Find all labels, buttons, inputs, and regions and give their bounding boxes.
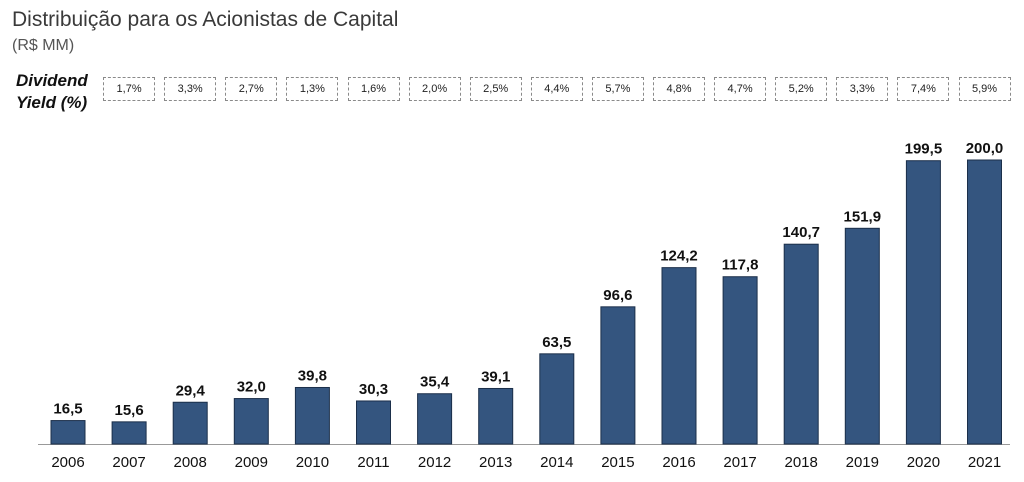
dividend-yield-label: Dividend Yield (%) — [16, 70, 88, 114]
dividend-yield-box: 1,3% — [286, 77, 339, 101]
bar-value-label: 15,6 — [114, 402, 143, 419]
bar-2014 — [539, 353, 575, 445]
bar-value-label: 63,5 — [542, 334, 571, 351]
bar-2017 — [722, 276, 758, 445]
bar-value-label: 96,6 — [603, 287, 632, 304]
bar-2008 — [172, 401, 208, 445]
dividend-yield-box: 4,4% — [530, 77, 583, 101]
dividend-yield-row: 1,7% 3,3% 2,7% 1,3% 1,6% 2,0% 2,5% 4,4% 5,7% 4,8%… — [0, 77, 1024, 103]
bar-2015 — [600, 306, 636, 445]
x-tick-label: 2015 — [601, 454, 634, 471]
dividend-yield-box: 5,2% — [775, 77, 828, 101]
bar-2016 — [661, 267, 697, 445]
dividend-yield-box: 3,3% — [164, 77, 217, 101]
bar-2018 — [783, 243, 819, 445]
bar-2013 — [478, 387, 514, 445]
bar-2020 — [905, 160, 941, 445]
dividend-yield-box: 2,7% — [225, 77, 278, 101]
dividend-yield-box: 3,3% — [836, 77, 889, 101]
x-tick-label: 2020 — [907, 454, 940, 471]
dividend-yield-box: 5,7% — [591, 77, 644, 101]
bar-2009 — [233, 398, 269, 445]
bar-value-label: 39,8 — [298, 367, 327, 384]
x-tick-label: 2009 — [235, 454, 268, 471]
bar-2006 — [50, 420, 86, 445]
bar-value-label: 199,5 — [905, 141, 943, 158]
bar-value-label: 29,4 — [176, 382, 206, 399]
dividend-yield-label-line2: Yield (%) — [16, 93, 88, 112]
x-tick-label: 2014 — [540, 454, 573, 471]
bar-value-label: 39,1 — [481, 368, 510, 385]
x-tick-label: 2021 — [968, 454, 1001, 471]
bar-value-label: 117,8 — [722, 257, 759, 274]
x-tick-label: 2012 — [418, 454, 451, 471]
bar-value-label: 30,3 — [359, 381, 388, 398]
x-tick-label: 2018 — [785, 454, 818, 471]
x-tick-label: 2011 — [357, 454, 389, 471]
bar-value-label: 32,0 — [237, 379, 266, 396]
x-tick-label: 2010 — [296, 454, 329, 471]
x-tick-label: 2016 — [662, 454, 695, 471]
bar-2010 — [294, 386, 330, 445]
x-tick-label: 2006 — [51, 454, 84, 471]
bar-2011 — [356, 400, 391, 445]
x-tick-label: 2007 — [112, 454, 145, 471]
bar-value-label: 16,5 — [53, 401, 82, 418]
chart-title: Distribuição para os Acionistas de Capit… — [12, 8, 399, 31]
dividend-yield-box: 2,0% — [408, 77, 461, 101]
dividend-yield-box: 1,6% — [347, 77, 400, 101]
bar-2012 — [417, 393, 453, 445]
bar-value-label: 200,0 — [966, 140, 1004, 157]
dividend-yield-box: 4,7% — [714, 77, 767, 101]
bar-2007 — [111, 421, 147, 445]
dividend-yield-box: 1,7% — [103, 77, 156, 101]
dividend-yield-box: 7,4% — [897, 77, 950, 101]
dividend-yield-box: 5,9% — [958, 77, 1011, 101]
bar-value-label: 151,9 — [844, 208, 882, 225]
chart-subtitle: (R$ MM) — [12, 37, 75, 54]
dividend-yield-box: 2,5% — [469, 77, 522, 101]
bar-2019 — [844, 227, 880, 445]
bar-value-label: 35,4 — [420, 374, 450, 391]
x-tick-label: 2013 — [479, 454, 512, 471]
x-tick-label: 2008 — [174, 454, 207, 471]
bar-value-label: 140,7 — [782, 224, 820, 241]
x-tick-label: 2017 — [723, 454, 756, 471]
bar-2021 — [967, 159, 1002, 445]
dividend-yield-box: 4,8% — [653, 77, 705, 101]
bar-value-label: 124,2 — [660, 248, 698, 265]
dividend-yield-label-line1: Dividend — [16, 71, 88, 90]
x-tick-label: 2019 — [846, 454, 879, 471]
